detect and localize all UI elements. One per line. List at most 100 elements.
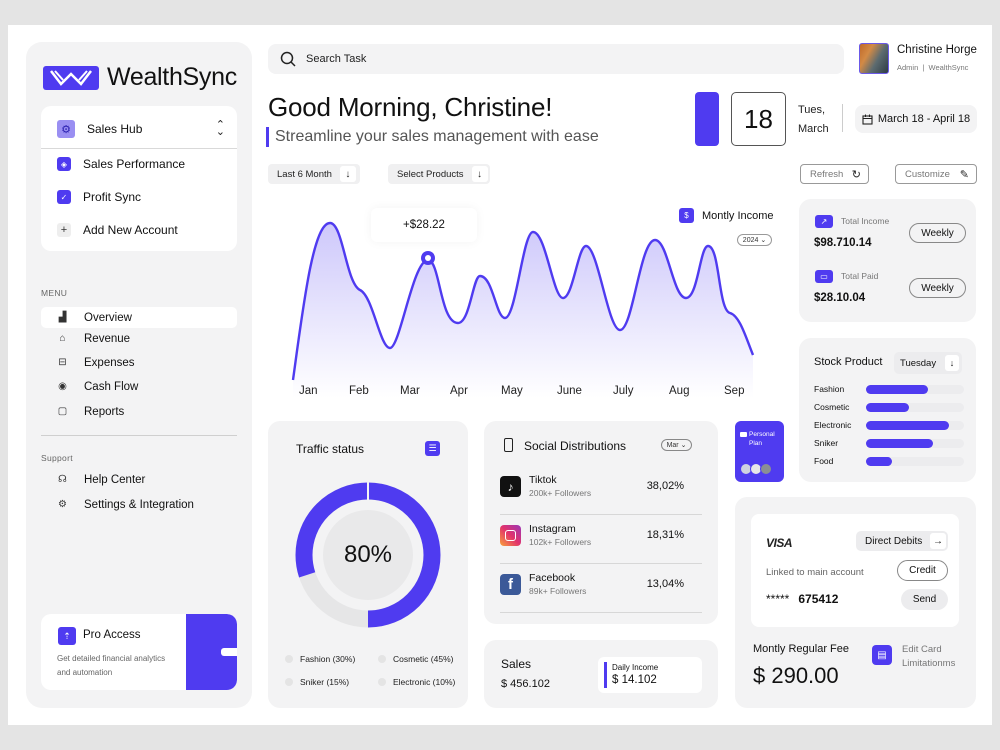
chart-legend: $ Montly Income: [679, 208, 774, 223]
search-bar[interactable]: Search Task: [268, 44, 844, 74]
social-row-tiktok[interactable]: ♪ Tiktok 200k+ Followers 38,02%: [500, 474, 702, 525]
stock-label: Cosmetic: [814, 402, 850, 412]
total-paid-period-button[interactable]: Weekly: [909, 278, 966, 298]
search-input[interactable]: Search Task: [306, 53, 367, 65]
daily-income-label: Daily Income: [612, 663, 659, 672]
workspace-item-sales-performance[interactable]: ◈ Sales Performance: [57, 157, 185, 171]
member-avatar: [760, 463, 772, 475]
sidebar-item-help-center[interactable]: ☊ Help Center: [41, 469, 237, 490]
sidebar-item-reports[interactable]: ▢ Reports: [41, 401, 237, 422]
income-area-chart[interactable]: [268, 198, 784, 410]
income-summary-card: ↗ Total Income $98.710.14 Weekly ▭ Total…: [799, 199, 976, 322]
add-new-account-button[interactable]: + Add New Account: [57, 223, 178, 237]
send-button[interactable]: Send: [901, 589, 948, 610]
sidebar-item-revenue[interactable]: ⌂ Revenue: [41, 328, 237, 349]
legend-label: Montly Income: [702, 209, 774, 222]
edit-line2: Limitationms: [902, 658, 956, 669]
linked-account-text: Linked to main account: [766, 567, 864, 578]
products-dropdown[interactable]: Select Products ↓: [388, 164, 490, 184]
pro-access-card[interactable]: ⇡ Pro Access Get detailed financial anal…: [41, 614, 237, 690]
bar-chart-icon: ▟: [58, 312, 67, 323]
legend-label: Fashion (30%): [300, 654, 356, 664]
period-label: Weekly: [921, 227, 954, 239]
card-last-digits: 675412: [798, 592, 839, 606]
credit-button[interactable]: Credit: [897, 560, 948, 581]
legend-dot: [285, 655, 293, 663]
calendar-icon: [862, 114, 873, 125]
legend-dot: [285, 678, 293, 686]
visa-card: VISA Direct Debits → Linked to main acco…: [751, 514, 959, 627]
divider: [842, 104, 843, 132]
sidebar-item-expenses[interactable]: ⊟ Expenses: [41, 352, 237, 373]
workspace-item-profit-sync[interactable]: ✓ Profit Sync: [57, 190, 141, 204]
month-dropdown[interactable]: Mar ⌄: [661, 439, 692, 451]
dollar-icon: $: [679, 208, 694, 223]
list-icon[interactable]: ☰: [425, 441, 440, 456]
plan-line1: Personal: [749, 431, 775, 438]
divider: [41, 148, 237, 149]
period-dropdown[interactable]: Last 6 Month ↓: [268, 164, 360, 184]
day-dropdown[interactable]: Tuesday ↓: [894, 352, 962, 374]
trend-icon: ↗: [815, 215, 833, 228]
gear-icon: ⚙: [58, 499, 67, 510]
card-number: ***** 675412: [766, 592, 838, 606]
workspace-card: ⚙ Sales Hub ⌃ ⌄ ◈ Sales Performance ✓ Pro…: [41, 106, 237, 251]
logo[interactable]: WealthSync: [43, 63, 237, 92]
sales-value: $ 456.102: [501, 678, 550, 690]
workspace-item-label: Sales Performance: [83, 157, 186, 171]
tiktok-icon: ♪: [500, 476, 521, 497]
phone-icon: [504, 438, 513, 452]
x-axis-label: June: [557, 385, 582, 397]
chevron-updown-icon[interactable]: ⌃ ⌄: [215, 119, 225, 138]
total-income-period-button[interactable]: Weekly: [909, 223, 966, 243]
month-label: Mar: [666, 441, 679, 449]
sidebar-item-cash-flow[interactable]: ◉ Cash Flow: [41, 376, 237, 397]
workspace-switcher[interactable]: ⚙ Sales Hub: [57, 120, 142, 138]
page-subtitle: Streamline your sales management with ea…: [266, 127, 599, 147]
workspace-label: Sales Hub: [87, 122, 143, 136]
year-dropdown[interactable]: 2024 ⌄: [737, 234, 772, 246]
pro-title: Pro Access: [83, 629, 141, 641]
stock-row: Electronic: [814, 419, 964, 431]
sidebar-item-settings[interactable]: ⚙ Settings & Integration: [41, 494, 237, 515]
arrow-down-icon: ↓: [339, 166, 356, 182]
edit-card-icon[interactable]: ▤: [872, 645, 892, 665]
x-axis-label: May: [501, 385, 523, 397]
social-title: Social Distributions: [524, 439, 627, 453]
date-day-number: 18: [731, 92, 786, 146]
direct-debits-button[interactable]: Direct Debits →: [856, 531, 948, 551]
social-row-facebook[interactable]: f Facebook 89k+ Followers 13,04%: [500, 572, 702, 623]
stock-label: Fashion: [814, 384, 845, 394]
sidebar-item-overview[interactable]: ▟ Overview: [41, 307, 237, 328]
stock-bar-fill: [866, 456, 893, 466]
x-axis-label: Sep: [724, 385, 745, 397]
user-name: Christine Horge: [897, 44, 977, 56]
edit-card-limitations-link[interactable]: Edit Card Limitationms: [902, 643, 955, 671]
social-row-instagram[interactable]: Instagram 102k+ Followers 18,31%: [500, 523, 702, 574]
refresh-icon: ↻: [851, 168, 861, 181]
instagram-icon: [500, 525, 521, 546]
date-range-picker[interactable]: March 18 - April 18: [855, 105, 977, 133]
page-title: Good Morning, Christine!: [268, 92, 553, 122]
sidebar-item-label: Help Center: [84, 473, 146, 486]
chart-line: [291, 221, 755, 381]
traffic-donut-chart: [295, 482, 441, 628]
facebook-icon: f: [500, 574, 521, 595]
avatar[interactable]: [859, 43, 889, 74]
arrow-right-icon: →: [930, 533, 946, 549]
traffic-status-card: Traffic status ☰ 80% Fashion (30%) Cosme…: [268, 421, 468, 708]
refresh-button[interactable]: Refresh ↻: [800, 164, 869, 184]
logo-icon: [43, 65, 99, 90]
visa-logo: VISA: [766, 536, 793, 550]
pro-description: and automation: [57, 668, 113, 677]
legend-item: Sniker (15%): [285, 677, 349, 687]
x-axis-label: Mar: [400, 385, 420, 397]
edit-line1: Edit Card: [902, 644, 942, 655]
stock-row: Food: [814, 455, 964, 467]
badge-icon: ⚙: [57, 120, 75, 138]
customize-button[interactable]: Customize ✎: [895, 164, 977, 184]
arrow-down-icon: ↓: [471, 166, 488, 182]
personal-plan-card[interactable]: Personal Plan: [735, 421, 784, 482]
legend-dot: [378, 678, 386, 686]
social-name: Facebook: [529, 572, 576, 584]
